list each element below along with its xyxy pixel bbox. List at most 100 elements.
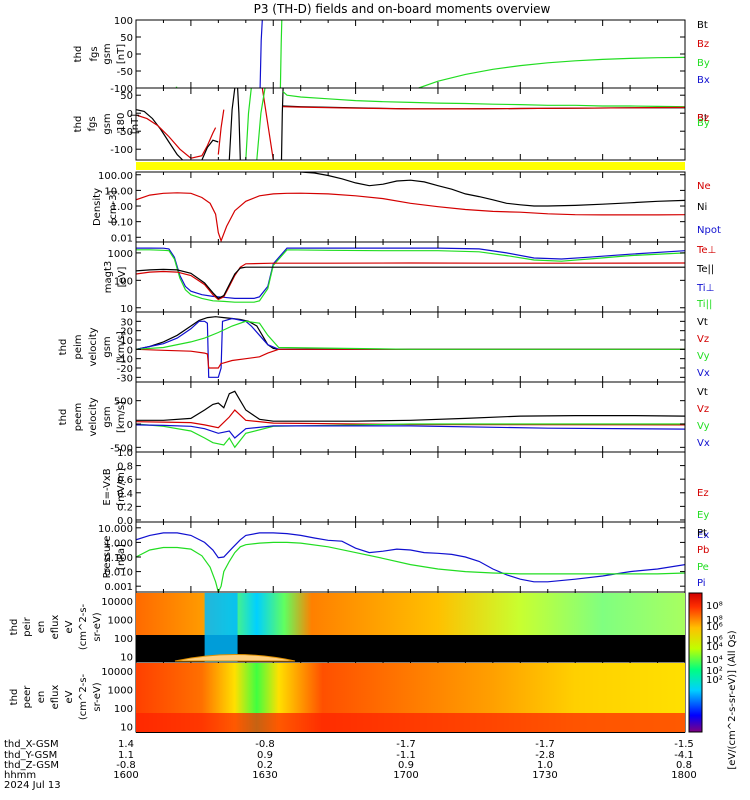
pressure-legend-Pi: Pi [697, 578, 706, 589]
peer_spec-ylabel: eV [64, 690, 75, 703]
peem_vel-ytick-label: 500 [114, 397, 133, 408]
xaxis-row-label: hhmm [4, 770, 36, 781]
peem_vel-line-Vt-0 [136, 390, 685, 422]
peim_vel-line-Vz-2 [136, 348, 685, 369]
xaxis-value: 0.8 [676, 760, 692, 771]
peim_vel-legend-Vt: Vt [697, 317, 708, 328]
pressure-legend-Pb: Pb [697, 545, 709, 556]
xaxis-row-label: thd_X-GSM [4, 739, 59, 750]
colorbar-tick-label: 10⁴ [706, 642, 723, 653]
density-ytick-label: 0.10 [111, 218, 133, 229]
fgs-ylabel: [nT] [116, 44, 127, 64]
peir_spec-ytick-label: 1000 [108, 615, 133, 626]
peem_vel-ytick-label: 0 [127, 420, 133, 431]
peer_spec-ylabel: sr-eV) [92, 682, 103, 711]
pressure-line-Pe-1 [136, 541, 685, 592]
xaxis-value: 1700 [393, 770, 418, 781]
peer_spec-ytick-label: 1000 [108, 685, 133, 696]
density-ytick-label: 100.00 [98, 171, 133, 182]
mom_temp-legend-Ti||: Ti|| [696, 299, 712, 310]
pressure-ytick-label: 10.000 [98, 524, 133, 535]
fgs-ytick-label: 0 [127, 50, 133, 61]
xaxis-row-label: thd_Z-GSM [4, 760, 59, 771]
fgs_zoom-ytick-label: 50 [120, 91, 133, 102]
density-legend-Ne: Ne [697, 181, 711, 192]
xaxis-value: 0.9 [257, 750, 273, 761]
xaxis-value: 1630 [252, 770, 277, 781]
peim_vel-series [136, 316, 685, 378]
peim_vel-line-Vy-3 [136, 320, 685, 350]
peir_spec-ylabel: thd [9, 619, 20, 636]
mom_temp-ytick-label: 100 [114, 276, 133, 287]
xaxis-value: -1.7 [396, 739, 416, 750]
plot-title: P3 (TH-D) fields and on-board moments ov… [254, 2, 551, 16]
peem_vel-legend-Vt: Vt [697, 387, 708, 398]
peim_vel-line-Vx-1 [136, 317, 685, 378]
fgs-legend-Bz: Bz [697, 39, 709, 50]
panel-peem_vel: 500 0 -500 Vt Vz Vy Vx thd peem velocity gsm [km/s] [58, 381, 710, 454]
peim_vel-ytick-label: -10 [117, 355, 133, 366]
peir_spec-ylabel: en [36, 621, 47, 634]
peem_vel-ylabel: thd [58, 409, 69, 426]
fgs_zoom-line-Bz-1 [136, 114, 217, 159]
electron-overlap-arc [174, 654, 296, 662]
ion-spectrogram-gap [204, 593, 238, 662]
peir_spec-ytick-label: 10 [120, 652, 133, 663]
fgs_zoom-line-Bt-4 [228, 88, 236, 160]
fgs_zoom-ytick-label: -50 [117, 127, 133, 138]
mom_temp-ylabel: [eV] [117, 267, 128, 288]
peem_vel-series [136, 390, 685, 449]
peer_spec-ylabel: eflux [50, 685, 61, 710]
mom_temp-line-Ti||-1 [136, 249, 685, 303]
fgs_zoom-line-By-10 [282, 91, 685, 108]
fgs_zoom-line-Bz-12 [282, 106, 685, 110]
mom_temp-legend-Te⊥: Te⊥ [696, 245, 716, 256]
density-legend-Ni: Ni [697, 202, 707, 213]
xaxis-value: 1.0 [537, 760, 553, 771]
mom_temp-legend-Ti⊥: Ti⊥ [696, 283, 714, 294]
efield-ytick-label: 1.0 [117, 448, 133, 459]
xaxis-value: -2.8 [535, 750, 555, 761]
pressure-ylabel: [nPa] [116, 544, 127, 570]
peer_spec-ytick-label: 10 [120, 722, 133, 733]
peem_vel-legend-Vz: Vz [697, 404, 709, 415]
peer_spec-ylabel: thd [9, 689, 20, 706]
efield-ytick-label: 0.8 [117, 462, 133, 473]
peim_vel-ytick-label: 10 [120, 336, 133, 347]
peem_vel-ylabel: gsm [102, 406, 113, 427]
density-ylabel: Density [92, 188, 103, 226]
xaxis-value: 1730 [532, 770, 557, 781]
efield-ytick-label: 0.0 [117, 516, 133, 527]
fgs-ytick-label: 100 [114, 16, 133, 27]
peim_vel-frame [135, 311, 686, 383]
xaxis-row-label: thd_Y-GSM [4, 750, 57, 761]
fgs_zoom-line-Bt-0 [136, 109, 184, 160]
xaxis-value: -1.1 [396, 750, 416, 761]
fgs_zoom-ylabel: thd [73, 116, 84, 133]
efield-legend-Ex: Ex [697, 530, 709, 541]
density-line-Ni-1 [300, 172, 685, 207]
panel-efield: 1.0 0.8 0.6 0.4 0.2 0.0 Ez Ey Ex E=-VxB [mV/m] [102, 448, 709, 541]
density-ytick-label: 10.00 [104, 186, 133, 197]
peim_vel-ylabel: gsm [102, 336, 113, 357]
peir_spec-ylabel: sr-eV) [92, 612, 103, 641]
pressure-ytick-label: 0.100 [104, 553, 133, 564]
panel-mom_temp: 1000 100 10 Te⊥ Te|| Ti⊥ Ti|| magt3 [eV] [103, 241, 716, 315]
colorbar-tick-label-2: 10⁶ [706, 635, 723, 646]
mom_temp-legend-Te||: Te|| [696, 264, 714, 275]
colorbar-tick-label-2: 10⁴ [706, 655, 723, 666]
peim_vel-legend-Vz: Vz [697, 334, 709, 345]
xaxis-value: -0.8 [116, 760, 136, 771]
pressure-series [136, 532, 685, 592]
spectrogram-group [136, 593, 685, 733]
efield-ylabel: [mV/m] [116, 468, 127, 506]
peim_vel-ytick-label: 30 [120, 317, 133, 328]
peer_spec-ylabel: en [36, 691, 47, 704]
efield-ytick-label: 0.4 [117, 489, 133, 500]
peem_vel-frame [135, 381, 686, 453]
peir_spec-ylabel: (cm^2-s- [78, 603, 89, 650]
fgs_zoom-series [136, 88, 685, 160]
fgs_zoom-legend-Bz: Bz [697, 113, 709, 124]
fgs-frame [135, 19, 686, 89]
